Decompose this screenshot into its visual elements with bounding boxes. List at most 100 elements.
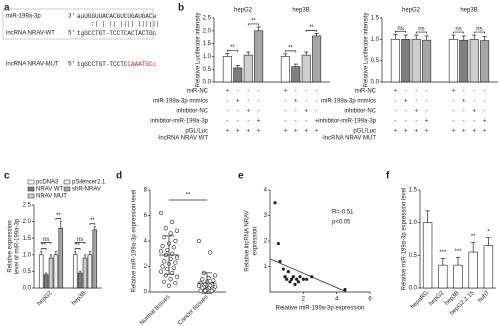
treatment-sign: + — [294, 99, 298, 105]
x-tick-label: 2 — [302, 297, 306, 303]
data-point — [168, 231, 173, 236]
treatment-sign: + — [284, 129, 288, 135]
treatment-sign: + — [452, 129, 456, 135]
row-label: inhibitor-miR-199a-3p — [150, 119, 208, 125]
data-point — [276, 241, 280, 246]
annotation: R=-0.51 — [332, 210, 354, 216]
data-point — [173, 238, 178, 244]
data-point — [198, 288, 203, 293]
significance-bracket — [40, 242, 52, 244]
y-tick-label: 2.0 — [203, 28, 212, 34]
y-tick-label: 0.0 — [23, 286, 32, 292]
data-point — [301, 277, 305, 281]
data-point — [200, 277, 205, 282]
treatment-sign: + — [304, 129, 308, 135]
panel-label: d — [116, 171, 122, 182]
y-tick-label: 6 — [144, 213, 148, 219]
data-point — [285, 277, 289, 281]
y-tick-label: 0.5 — [203, 67, 212, 73]
sequence-part: tgGCCTGT-TCCTC — [77, 61, 128, 68]
row-label: pGL/Luc — [353, 129, 376, 135]
treatment-sign: + — [304, 109, 308, 115]
row-label: inhibitor-NC — [176, 109, 208, 115]
alignment-box — [2, 8, 154, 40]
treatment-sign: + — [257, 119, 261, 125]
bar — [422, 39, 432, 83]
sequence-name: miR-199a-3p — [6, 14, 41, 20]
strand-end: 5' — [68, 30, 75, 37]
legend-label: pcDNA3 — [36, 180, 59, 186]
y-tick-label: 1.0 — [371, 37, 380, 43]
row-label: miR-199a-3p mimics — [153, 99, 208, 105]
significance-label: ** — [75, 243, 80, 249]
y-tick-label: 1.5 — [409, 188, 418, 194]
legend-swatch — [63, 186, 71, 192]
bar — [459, 39, 469, 83]
treatment-sign: - — [415, 99, 417, 105]
treatment-sign: - — [237, 89, 239, 95]
treatment-sign: - — [295, 119, 297, 125]
bar — [48, 257, 54, 289]
treatment-sign: - — [258, 89, 260, 95]
treatment-sign: - — [226, 119, 228, 125]
treatment-sign: - — [426, 109, 428, 115]
treatment-sign: + — [483, 129, 487, 135]
data-point — [174, 228, 180, 233]
y-axis-label: Relative Luciferase intensity — [364, 13, 370, 88]
treatment-sign: + — [246, 129, 250, 135]
data-point — [171, 245, 176, 250]
y-tick-label: 0.0 — [409, 286, 418, 292]
data-point — [196, 238, 202, 244]
row-label: -lncRNA NRAV MUT — [321, 136, 376, 142]
treatment-sign: - — [426, 89, 428, 95]
data-point — [170, 219, 175, 224]
data-point — [171, 265, 176, 270]
data-point — [290, 277, 294, 281]
legend-label: NRAV WT — [36, 187, 64, 193]
regression-line — [269, 258, 347, 293]
significance-bracket — [305, 30, 318, 32]
data-point — [174, 274, 180, 279]
y-tick-label: 1.5 — [23, 236, 32, 242]
y-axis-label: Relative miR-199a-3p expression level — [402, 188, 408, 291]
bar — [92, 229, 98, 289]
bar — [222, 56, 232, 83]
bar — [468, 251, 478, 289]
bar — [280, 56, 290, 83]
x-tick-label: hepG2 — [428, 290, 445, 307]
data-point — [208, 250, 213, 255]
significance-label: ns — [397, 26, 403, 32]
data-point — [162, 259, 167, 264]
treatment-sign: - — [316, 109, 318, 115]
data-point — [211, 278, 216, 283]
significance-label: ns — [455, 27, 461, 33]
bar — [453, 264, 463, 289]
treatment-sign: - — [463, 109, 465, 115]
treatment-sign: - — [415, 119, 417, 125]
treatment-sign: + — [472, 109, 476, 115]
treatment-sign: + — [425, 119, 429, 125]
treatment-sign: - — [405, 119, 407, 125]
y-tick-label: 2 — [144, 264, 148, 270]
y-tick-label: 0.5 — [371, 58, 380, 64]
treatment-sign: + — [246, 109, 250, 115]
significance-label: ** — [251, 19, 256, 25]
treatment-sign: - — [316, 89, 318, 95]
treatment-sign: - — [405, 109, 407, 115]
bar — [87, 254, 93, 289]
significance-label: ns — [418, 27, 424, 33]
bar — [77, 272, 83, 289]
sequence-part: tgGCCTGT-TCCTCACTACTGc — [77, 30, 157, 37]
significance-label: ** — [309, 25, 314, 31]
strand-end: 5' — [68, 61, 75, 68]
y-tick-label: 1.5 — [371, 16, 380, 22]
significance-bracket — [473, 31, 486, 34]
y-tick-label: 1.0 — [409, 220, 418, 226]
treatment-sign: + — [236, 99, 240, 105]
x-tick-label: 4 — [335, 297, 339, 303]
bar — [72, 254, 78, 289]
data-point — [286, 270, 290, 274]
y-tick-label: 0.5 — [23, 269, 32, 275]
treatment-sign: - — [473, 99, 475, 105]
bar — [233, 67, 243, 83]
